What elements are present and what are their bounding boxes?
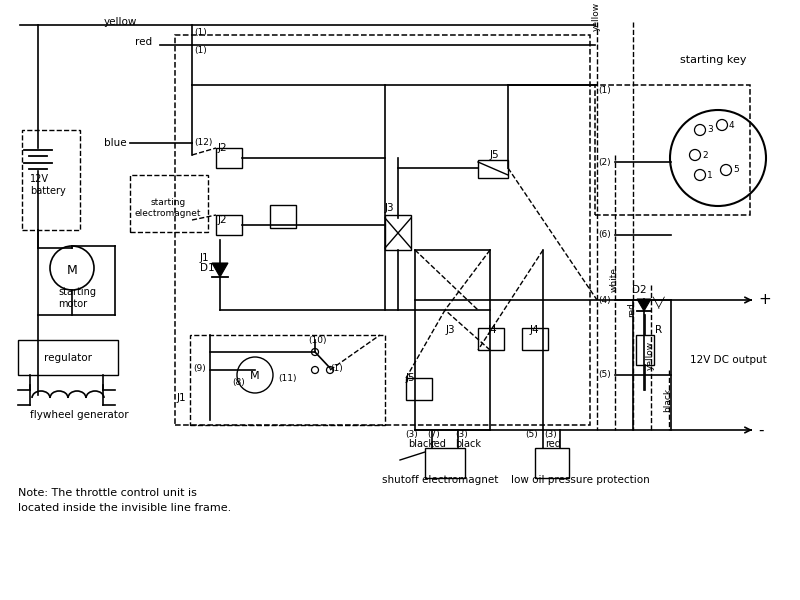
Bar: [595, 85, 750, 215]
Text: blue: blue: [104, 138, 127, 148]
Bar: [535, 448, 569, 478]
Bar: [425, 448, 465, 478]
Text: red: red: [627, 302, 637, 317]
Polygon shape: [637, 299, 651, 311]
Bar: [216, 215, 242, 235]
Text: (1): (1): [598, 85, 610, 94]
Text: (8): (8): [232, 377, 245, 386]
Text: J3: J3: [385, 203, 394, 213]
Bar: [18, 340, 118, 375]
Text: regulator: regulator: [44, 353, 92, 363]
Text: low oil pressure protection: low oil pressure protection: [510, 475, 650, 485]
Text: M: M: [66, 263, 78, 277]
Text: Note: The throttle control unit is: Note: The throttle control unit is: [18, 488, 197, 498]
Text: red: red: [135, 37, 152, 47]
Text: (12): (12): [194, 139, 212, 148]
Polygon shape: [212, 263, 228, 277]
Bar: [216, 148, 242, 168]
Text: located inside the invisible line frame.: located inside the invisible line frame.: [18, 503, 231, 513]
Bar: [270, 205, 296, 228]
Text: (4): (4): [598, 295, 610, 304]
Text: (7): (7): [428, 431, 440, 439]
Text: J2: J2: [218, 143, 228, 153]
Text: red: red: [430, 439, 446, 449]
Text: (5): (5): [526, 431, 538, 439]
Text: red: red: [545, 439, 561, 449]
Text: shutoff electromagnet: shutoff electromagnet: [382, 475, 498, 485]
Text: yellow: yellow: [646, 340, 654, 370]
Text: (9): (9): [193, 364, 206, 373]
Text: ╲╱: ╲╱: [652, 296, 665, 308]
Text: 3: 3: [707, 125, 713, 134]
Bar: [522, 328, 548, 350]
Text: (3): (3): [406, 431, 418, 439]
Text: J2: J2: [218, 215, 228, 225]
Text: 4: 4: [729, 121, 734, 130]
Text: yellow: yellow: [591, 1, 601, 31]
Text: D1: D1: [200, 263, 214, 273]
Text: black: black: [663, 388, 673, 412]
Text: white: white: [610, 268, 618, 292]
Text: yellow: yellow: [103, 17, 137, 27]
Text: M: M: [250, 371, 260, 381]
Text: J1: J1: [200, 253, 210, 263]
Bar: [175, 35, 590, 425]
Text: flywheel generator: flywheel generator: [30, 410, 129, 420]
Text: (1): (1): [194, 28, 206, 37]
Text: (6): (6): [598, 230, 610, 239]
Text: J5: J5: [490, 150, 500, 160]
Bar: [478, 328, 504, 350]
Bar: [406, 378, 432, 400]
Bar: [22, 130, 80, 230]
Text: J4: J4: [488, 325, 498, 335]
Text: starting
electromagnet: starting electromagnet: [134, 198, 202, 218]
Text: (1): (1): [330, 364, 342, 373]
Text: D2: D2: [632, 285, 646, 295]
Text: (10): (10): [308, 335, 326, 344]
Text: starting key: starting key: [680, 55, 746, 65]
Text: (2): (2): [598, 157, 610, 166]
Bar: [130, 175, 208, 232]
Text: 12V DC output: 12V DC output: [690, 355, 766, 365]
Text: black: black: [408, 439, 434, 449]
Text: (1): (1): [194, 46, 206, 55]
Bar: [190, 335, 385, 425]
Bar: [478, 160, 508, 178]
Text: 2: 2: [702, 151, 708, 160]
Bar: [636, 335, 654, 365]
Text: 1: 1: [707, 170, 713, 179]
Text: J5: J5: [406, 373, 416, 383]
Text: (3): (3): [456, 431, 468, 439]
Text: 5: 5: [733, 166, 738, 175]
Text: -: -: [758, 422, 763, 437]
Text: (3): (3): [545, 431, 558, 439]
Text: J4: J4: [530, 325, 540, 335]
Text: (11): (11): [278, 373, 297, 383]
Text: 12V
battery: 12V battery: [30, 174, 66, 196]
Text: J3: J3: [446, 325, 456, 335]
Text: +: +: [758, 292, 770, 307]
Bar: [385, 215, 411, 250]
Text: (5): (5): [598, 370, 610, 379]
Text: J1: J1: [177, 393, 186, 403]
Text: starting
motor: starting motor: [58, 287, 96, 309]
Text: R: R: [655, 325, 662, 335]
Text: black: black: [455, 439, 481, 449]
